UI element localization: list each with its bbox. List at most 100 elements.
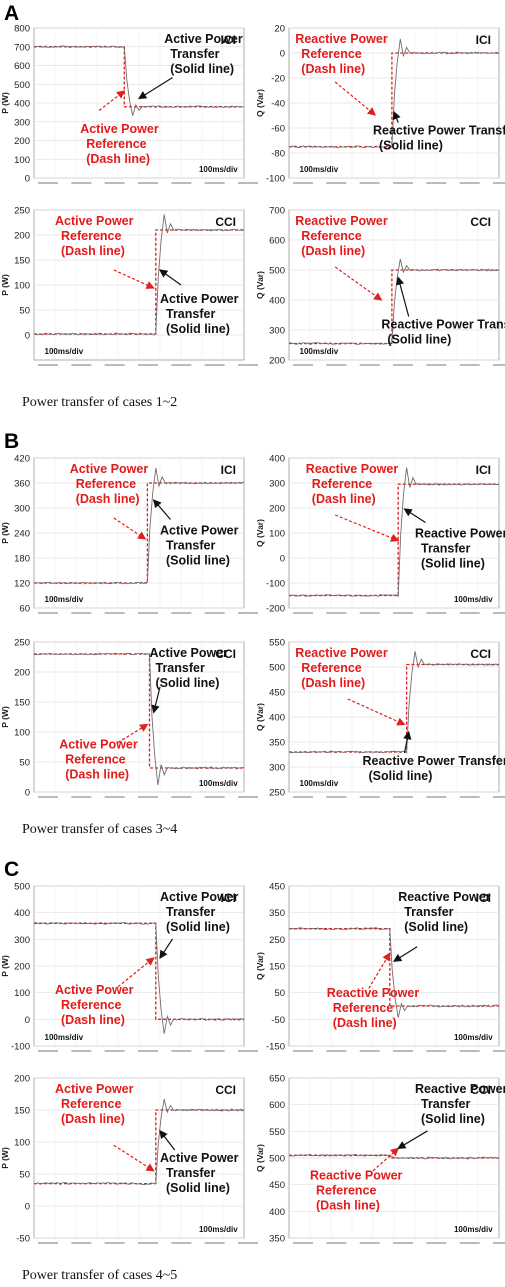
transfer-annotation-line: Reactive Power	[398, 890, 491, 904]
y-tick-label: 450	[269, 688, 285, 699]
timebase-label: 100ms/div	[454, 595, 493, 604]
transfer-annotation-line: Transfer	[166, 307, 215, 321]
x-tick-mark	[493, 1242, 505, 1244]
transfer-annotation: Reactive Power Transfer (Solid line)	[415, 1082, 505, 1126]
x-tick-mark	[459, 796, 480, 798]
chart-a-cci-active: 0 50 100 150 200 250 P (W) CCI 100ms/div Active P…	[0, 206, 258, 366]
x-tick-mark	[171, 1050, 192, 1052]
reference-arrow	[368, 952, 391, 989]
x-tick-mark	[359, 796, 380, 798]
y-axis-label: Q (Var)	[255, 89, 265, 117]
chart-c-cci-reactive: 350 400 450 500 550 600 650 Q (Var) CCI 100ms/div…	[255, 1074, 505, 1245]
reference-annotation-line: Reactive Power	[327, 986, 420, 1000]
x-tick-mark	[359, 1050, 380, 1052]
x-tick-mark	[393, 1242, 413, 1244]
x-tick-mark	[293, 796, 313, 798]
reference-annotation-line: Reference	[301, 661, 361, 675]
x-tick-mark	[204, 182, 225, 184]
y-tick-label: 180	[14, 554, 30, 565]
reference-arrow	[334, 266, 383, 301]
transfer-solid-line	[33, 45, 245, 116]
y-tick-label: -100	[266, 174, 285, 185]
interface-label: ICI	[476, 33, 491, 47]
y-tick-label: 500	[269, 266, 285, 277]
y-tick-label: 500	[14, 882, 30, 893]
interface-label: CCI	[215, 1083, 236, 1097]
x-tick-mark	[104, 796, 125, 798]
x-tick-mark	[393, 182, 413, 184]
reference-annotation: Reactive Power Reference (Dash line)	[327, 986, 420, 1030]
timebase-label: 100ms/div	[45, 347, 84, 356]
y-tick-label: 50	[274, 988, 285, 999]
x-tick-mark	[493, 612, 505, 614]
y-tick-label: 150	[14, 1106, 30, 1117]
x-tick-mark	[459, 612, 480, 614]
y-tick-label: 800	[14, 24, 30, 35]
transfer-arrow	[403, 508, 426, 524]
reference-annotation-line: (Dash line)	[76, 492, 140, 506]
y-tick-label: 150	[269, 962, 285, 973]
chart-c-ici-active: -100 0 100 200 300 400 500 P (W) ICI 100ms/div Act…	[0, 882, 258, 1053]
reference-annotation: Active Power Reference (Dash line)	[55, 1082, 134, 1126]
x-tick-mark	[71, 1050, 92, 1052]
reference-annotation-line: Reference	[301, 229, 361, 243]
transfer-annotation-line: (Solid line)	[421, 557, 485, 571]
y-tick-label: 0	[25, 331, 30, 342]
reference-arrow	[334, 514, 400, 542]
timebase-label: 100ms/div	[454, 1033, 493, 1042]
transfer-annotation-line: Reactive Power	[415, 527, 505, 541]
y-tick-label: 250	[14, 206, 30, 217]
transfer-annotation: Reactive Power Transfer(Solid line)	[381, 318, 505, 347]
x-tick-mark	[238, 1242, 258, 1244]
reference-annotation: Active Power Reference (Dash line)	[80, 122, 159, 166]
caption-cases-4-5: Power transfer of cases 4~5	[22, 1268, 178, 1283]
x-tick-mark	[426, 612, 447, 614]
transfer-solid-line	[288, 927, 500, 1018]
y-axis-label: Q (Var)	[255, 703, 265, 731]
interface-label: CCI	[215, 647, 236, 661]
reference-annotation-line: (Dash line)	[301, 62, 365, 76]
reference-annotation-line: Active Power	[59, 738, 138, 752]
x-tick-mark	[171, 1242, 192, 1244]
transfer-annotation-line: Reactive Power	[415, 1082, 505, 1096]
reference-annotation-line: Reactive Power	[295, 214, 388, 228]
y-tick-label: 200	[14, 962, 30, 973]
transfer-arrow	[159, 938, 174, 960]
y-tick-label: 700	[14, 42, 30, 53]
x-tick-mark	[38, 796, 58, 798]
y-axis-label: P (W)	[0, 955, 10, 977]
transfer-annotation-line: Transfer	[166, 1166, 215, 1180]
y-tick-label: -50	[16, 1234, 30, 1245]
y-tick-label: 50	[19, 306, 30, 317]
caption-cases-1-2: Power transfer of cases 1~2	[22, 395, 178, 410]
chart-a-ici-active: 0 100 200 300 400 500 600 700 800 P (W) ICI 100ms/d…	[0, 24, 258, 185]
section-letter-b: B	[4, 430, 20, 453]
timebase-label: 100ms/div	[199, 1225, 238, 1234]
reference-annotation-line: (Dash line)	[61, 244, 125, 258]
x-tick-mark	[71, 364, 92, 366]
timebase-label: 100ms/div	[300, 779, 339, 788]
reference-annotation: Reactive Power Reference (Dash line)	[295, 646, 388, 690]
y-axis-label: P (W)	[0, 522, 10, 544]
y-tick-label: 250	[14, 638, 30, 649]
x-tick-mark	[138, 182, 158, 184]
y-tick-label: 20	[274, 24, 285, 35]
chart-b-ici-reactive: -200 -100 0 100 200 300 400 Q (Var) ICI 100ms/div…	[255, 454, 505, 615]
y-tick-label: 550	[269, 638, 285, 649]
x-tick-mark	[359, 1242, 380, 1244]
y-tick-label: 200	[14, 136, 30, 147]
y-tick-label: 100	[14, 1138, 30, 1149]
chart-c-ici-reactive: -150 -50 50 150 250 350 450 Q (Var) ICI 100ms/div…	[255, 882, 505, 1053]
x-tick-mark	[104, 364, 125, 366]
x-tick-mark	[238, 796, 258, 798]
transfer-arrow	[392, 110, 401, 123]
x-tick-mark	[138, 364, 158, 366]
x-tick-mark	[393, 612, 413, 614]
transfer-annotation-line: (Solid line)	[166, 322, 230, 336]
reference-annotation: Active Power Reference (Dash line)	[55, 214, 134, 258]
x-tick-mark	[393, 364, 413, 366]
chart-b-ici-active: 60 120 180 240 300 360 420 P (W) ICI 100ms/div Act…	[0, 454, 258, 615]
transfer-arrow	[392, 946, 418, 962]
chart-b-cci-reactive: 250 300 350 400 450 500 550 Q (Var) CCI 100ms/div…	[255, 638, 505, 799]
transfer-arrow	[159, 269, 182, 286]
